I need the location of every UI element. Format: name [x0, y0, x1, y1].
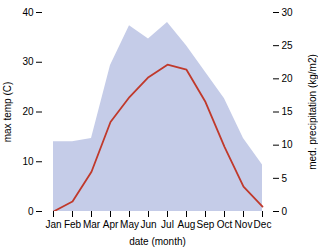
- svg-text:10: 10: [22, 156, 34, 167]
- svg-text:max temp (C): max temp (C): [2, 82, 13, 143]
- svg-text:Aug: Aug: [178, 219, 196, 230]
- svg-text:30: 30: [282, 7, 294, 18]
- svg-text:Apr: Apr: [103, 219, 119, 230]
- svg-text:30: 30: [22, 56, 34, 67]
- svg-text:Jul: Jul: [161, 219, 174, 230]
- svg-text:Jan: Jan: [45, 219, 61, 230]
- svg-text:Sep: Sep: [197, 219, 215, 230]
- svg-text:Feb: Feb: [64, 219, 82, 230]
- svg-text:25: 25: [282, 40, 294, 51]
- svg-text:0: 0: [282, 206, 288, 217]
- svg-text:May: May: [120, 219, 139, 230]
- svg-text:Nov: Nov: [235, 219, 253, 230]
- svg-text:10: 10: [282, 139, 294, 150]
- svg-text:15: 15: [282, 106, 294, 117]
- svg-text:Mar: Mar: [83, 219, 101, 230]
- svg-text:Jun: Jun: [140, 219, 156, 230]
- svg-text:20: 20: [282, 73, 294, 84]
- svg-text:date (month): date (month): [129, 236, 186, 247]
- svg-text:40: 40: [22, 7, 34, 18]
- svg-text:0: 0: [28, 206, 34, 217]
- svg-text:20: 20: [22, 106, 34, 117]
- svg-text:Dec: Dec: [254, 219, 272, 230]
- svg-text:5: 5: [282, 173, 288, 184]
- svg-text:med. precipitation (kg/m2): med. precipitation (kg/m2): [307, 54, 318, 170]
- svg-text:Oct: Oct: [217, 219, 233, 230]
